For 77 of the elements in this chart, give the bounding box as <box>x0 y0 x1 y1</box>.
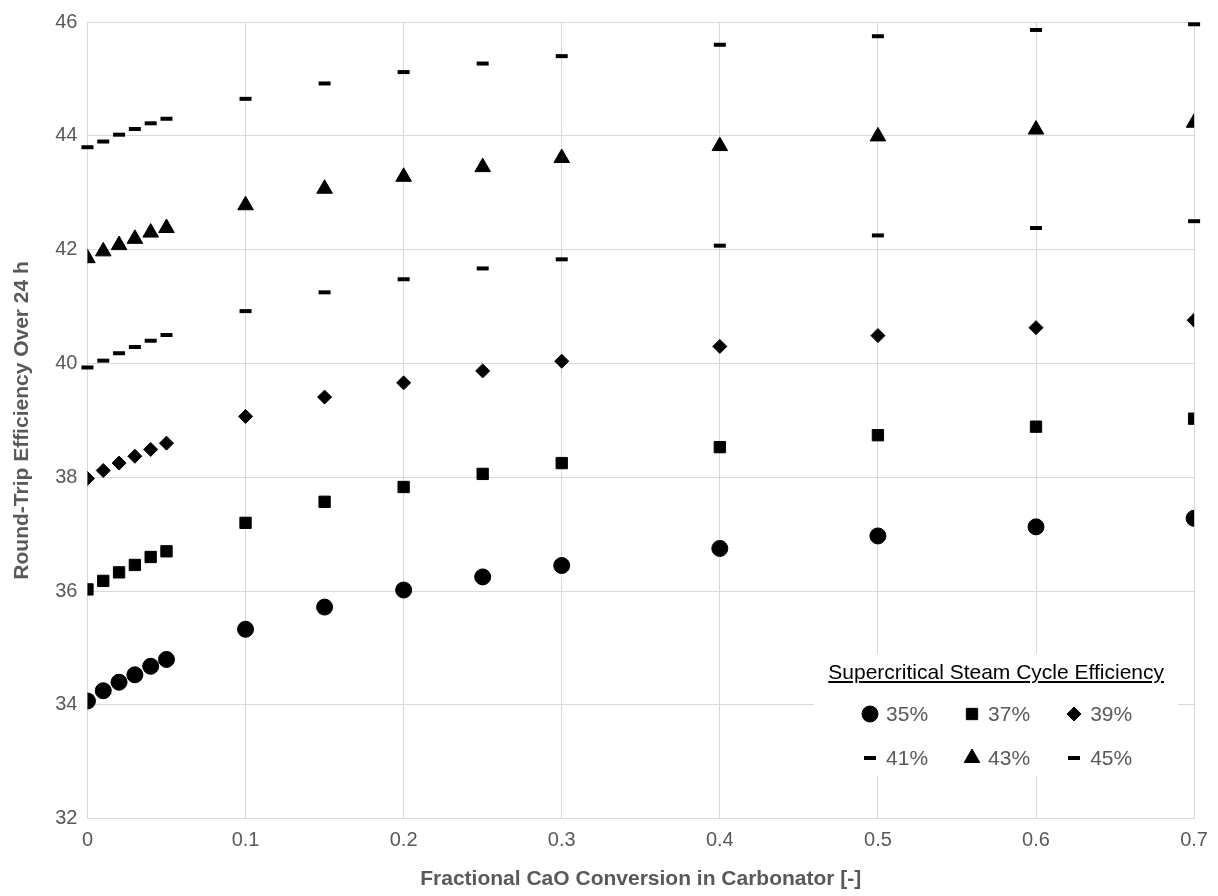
y-tick-label: 46 <box>55 9 78 32</box>
point <box>554 353 570 369</box>
point <box>318 495 331 508</box>
point <box>316 179 333 194</box>
point <box>397 480 410 494</box>
point <box>94 241 112 257</box>
point <box>474 568 492 586</box>
x-tick-label: 0.4 <box>705 828 734 851</box>
point <box>316 598 334 616</box>
point <box>555 456 568 470</box>
point <box>1028 320 1044 336</box>
point <box>126 229 144 244</box>
point <box>95 462 111 478</box>
y-tick-label: 44 <box>55 123 78 146</box>
point <box>476 467 489 481</box>
legend-label: 41% <box>886 746 929 770</box>
point <box>1027 120 1045 135</box>
legend-label: 39% <box>1090 702 1133 726</box>
point <box>143 441 159 457</box>
y-tick-label: 34 <box>55 692 78 715</box>
point <box>110 673 128 691</box>
point <box>869 126 887 142</box>
point <box>1027 518 1045 536</box>
point <box>396 375 412 391</box>
point <box>157 650 175 668</box>
point <box>870 328 886 344</box>
x-tick-label: 0 <box>81 828 94 851</box>
point <box>94 682 112 700</box>
point <box>158 435 174 451</box>
x-tick-label: 0.5 <box>864 828 892 851</box>
y-tick-label: 36 <box>55 578 78 601</box>
x-tick-label: 0.6 <box>1022 828 1050 851</box>
y-tick-label: 40 <box>55 351 78 373</box>
point <box>317 389 333 405</box>
point <box>126 666 144 684</box>
y-axis-title: Round-Trip Efficiency Over 24 h <box>9 261 33 580</box>
point <box>142 223 159 238</box>
x-axis-title: Fractional CaO Conversion in Carbonator [-] <box>420 866 862 890</box>
point <box>239 516 252 529</box>
y-tick-label: 38 <box>55 464 78 487</box>
legend-label: 37% <box>988 702 1031 726</box>
point <box>869 527 887 545</box>
legend-label: 45% <box>1090 746 1133 770</box>
x-tick-label: 0.1 <box>231 828 260 851</box>
point <box>127 448 143 464</box>
point <box>237 195 254 211</box>
x-tick-label: 0.7 <box>1180 828 1208 851</box>
point <box>158 218 175 234</box>
point <box>395 167 412 182</box>
point <box>128 558 142 572</box>
y-tick-label: 32 <box>55 806 78 829</box>
point <box>553 148 571 164</box>
point <box>110 235 128 251</box>
point <box>711 136 729 152</box>
point <box>713 440 726 454</box>
point <box>237 620 255 638</box>
point <box>142 657 160 675</box>
point <box>475 363 491 379</box>
point <box>238 408 254 424</box>
point <box>144 550 157 564</box>
legend-label: 43% <box>988 746 1031 770</box>
x-tick-label: 0.2 <box>389 828 418 851</box>
point <box>1029 420 1043 433</box>
point <box>160 545 173 558</box>
point <box>111 455 127 471</box>
point <box>395 581 413 599</box>
legend-label: 35% <box>886 702 929 726</box>
point <box>711 539 729 557</box>
point <box>712 338 728 354</box>
y-tick-label: 42 <box>55 237 78 260</box>
point <box>97 574 110 588</box>
point <box>871 429 885 442</box>
point <box>112 566 126 579</box>
point <box>474 157 491 173</box>
legend-title: Supercritical Steam Cycle Efficiency <box>828 660 1164 684</box>
x-tick-label: 0.3 <box>547 828 576 851</box>
point <box>553 557 571 575</box>
